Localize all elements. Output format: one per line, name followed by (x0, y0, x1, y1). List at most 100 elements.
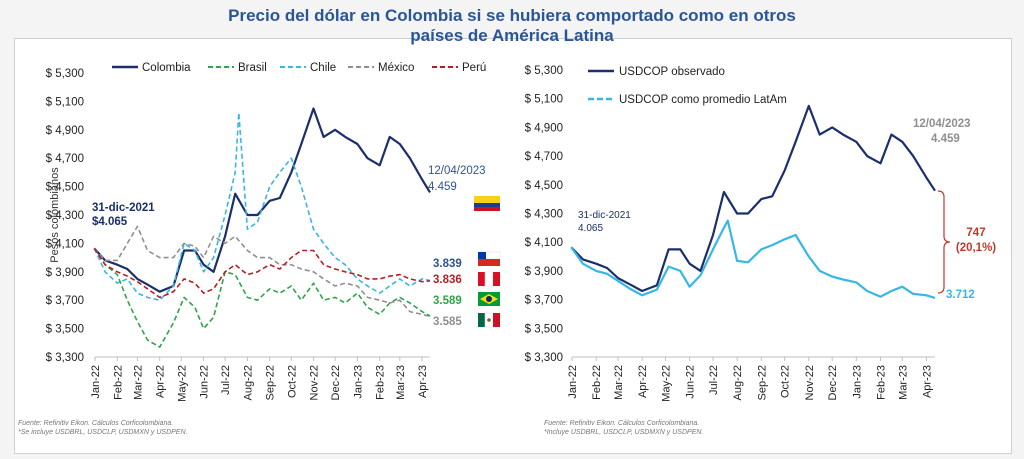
legend-label-chile: Chile (310, 62, 336, 74)
left-x-tick-label: Nov-22 (309, 365, 321, 400)
left-series-lines (93, 107, 431, 348)
left-y-tick-label: $ 4,900 (46, 125, 84, 137)
chart-frame (14, 38, 1012, 454)
left-y-tick-label: $ 4,300 (46, 210, 84, 222)
right-x-tick-label: Jul-22 (708, 365, 720, 395)
right-footnote-line-2: *Incluye USDBRL, USDCLP, USDMXN y USDPEN… (544, 429, 704, 436)
page-title: Precio del dólar en Colombia si se hubie… (0, 6, 1024, 46)
right-y-tick-label: $ 3,300 (525, 352, 563, 364)
right-x-tick-label: May-22 (660, 365, 672, 402)
right-latam-end-label: 3.712 (946, 289, 975, 301)
left-y-tick-label: $ 4,100 (46, 238, 84, 250)
left-x-tick-label: Feb-23 (375, 365, 387, 400)
right-legend: USDCOP observado USDCOP como promedio La… (588, 66, 787, 106)
right-x-tick-label: Nov-22 (804, 365, 816, 400)
right-x-tick-label: Sep-22 (756, 365, 768, 400)
mexico-flag-icon (478, 312, 500, 328)
right-y-tick-label: $ 4,700 (525, 151, 563, 163)
legend-item-chile: Chile (280, 62, 336, 74)
end-label-chile: 3.839 (433, 258, 462, 270)
end-label-mexico: 3.585 (433, 316, 462, 328)
series-line-mexico (93, 225, 431, 318)
left-legend: Colombia Brasil Chile México Perú (112, 62, 486, 74)
right-x-tick-label: Dec-22 (827, 365, 839, 400)
left-end-value-label: 4.459 (428, 181, 457, 193)
left-x-tick-label: Jan-22 (90, 365, 102, 399)
left-x-tick-label: Oct-22 (286, 365, 298, 398)
series-line-usdcop-observado (570, 104, 936, 293)
left-end-date-label: 12/04/2023 (428, 165, 486, 177)
left-footnote: Fuente: Refinitiv Eikon. Cálculos Corfic… (18, 419, 187, 437)
legend-item-mexico: México (348, 62, 414, 74)
left-x-tick-label: Jan-23 (352, 365, 364, 399)
legend-label-mexico: México (378, 62, 414, 74)
peru-flag-icon (478, 271, 500, 287)
right-y-tick-label: $ 3,500 (525, 323, 563, 335)
series-line-peru (93, 247, 431, 299)
right-y-tick-label: $ 4,300 (525, 209, 563, 221)
left-x-tick-label: May-22 (176, 365, 188, 402)
left-y-tick-label: $ 4,700 (46, 153, 84, 165)
right-x-tick-label: Apr-23 (921, 365, 933, 398)
difference-value-label: 747 (966, 227, 985, 239)
right-y-tick-label: $ 5,300 (525, 65, 563, 77)
right-x-tick-label: Feb-22 (591, 365, 603, 400)
title-line-2: países de América Latina (410, 26, 614, 45)
end-label-peru: 3.836 (433, 274, 462, 286)
left-y-axis: $ 3,300 $ 3,500 $ 3,700 $ 3,900 $ 4,100 $ 4,3… (46, 68, 84, 364)
left-x-tick-label: Jul-22 (220, 365, 232, 395)
right-y-tick-label: $ 3,700 (525, 295, 563, 307)
left-x-tick-label: Mar-23 (395, 365, 407, 400)
left-x-tick-label: Mar-22 (132, 365, 144, 400)
series-line-colombia (93, 107, 431, 293)
left-footnote-line-1: Fuente: Refinitiv Eikon. Cálculos Corfic… (18, 420, 174, 427)
chile-flag-icon (477, 251, 501, 266)
left-footnote-line-2: *Se incluye USDBRL, USDCLP, USDMXN y USD… (18, 429, 188, 436)
legend-label-usdcop-latam: USDCOP como promedio LatAm (619, 94, 787, 106)
right-y-tick-label: $ 3,900 (525, 266, 563, 278)
right-y-tick-label: $ 4,500 (525, 180, 563, 192)
right-x-tick-label: Jan-22 (567, 365, 579, 399)
right-end-date-label: 12/04/2023 (913, 118, 971, 130)
left-y-tick-label: $ 3,500 (46, 324, 84, 336)
right-x-tick-label: Apr-22 (637, 365, 649, 398)
legend-item-brasil: Brasil (208, 62, 267, 74)
right-series-lines (570, 104, 936, 299)
difference-pct-label: (20,1%) (956, 242, 996, 254)
right-footnote-line-1: Fuente: Refinitiv Eikon. Cálculos Corfic… (544, 420, 700, 427)
left-y-tick-label: $ 5,300 (46, 68, 84, 80)
left-start-value-label: $4.065 (92, 216, 128, 228)
right-x-tick-label: Jun-22 (685, 365, 697, 399)
left-x-tick-label: Sep-22 (265, 365, 277, 400)
legend-item-peru: Perú (432, 62, 486, 74)
right-x-tick-label: Feb-23 (875, 365, 887, 400)
legend-label-peru: Perú (462, 62, 486, 74)
left-x-tick-label: Aug-22 (242, 365, 254, 400)
left-x-tick-label: Apr-22 (155, 365, 167, 398)
right-x-tick-label: Mar-23 (897, 365, 909, 400)
legend-item-usdcop-observado: USDCOP observado (588, 66, 725, 78)
right-x-tick-label: Oct-22 (780, 365, 792, 398)
left-y-axis-label: Pesos colombianos (49, 167, 61, 263)
right-x-axis: Jan-22 Feb-22 Mar-22 Apr-22 May-22 Jun-22 Jul-… (567, 357, 933, 402)
difference-bracket (937, 190, 951, 294)
right-y-tick-label: $ 5,100 (525, 94, 563, 106)
left-x-tick-label: Feb-22 (112, 365, 124, 400)
right-start-date-label: 31-dic-2021 (578, 210, 631, 221)
right-chart: $ 3,300 $ 3,500 $ 3,700 $ 3,900 $ 4,100 $ 4,3… (525, 65, 997, 402)
series-line-brasil (93, 247, 431, 348)
left-x-axis: Jan-22 Feb-22 Mar-22 Apr-22 May-22 Jun-22 Jul-… (90, 357, 429, 402)
legend-label-brasil: Brasil (238, 62, 267, 74)
left-y-tick-label: $ 5,100 (46, 96, 84, 108)
title-line-1: Precio del dólar en Colombia si se hubie… (228, 6, 796, 25)
right-x-tick-label: Mar-22 (613, 365, 625, 400)
right-x-tick-label: Aug-22 (732, 365, 744, 400)
right-y-tick-label: $ 4,100 (525, 237, 563, 249)
series-line-chile (93, 112, 431, 302)
left-x-tick-label: Dec-22 (330, 365, 342, 400)
right-end-value-label: 4.459 (931, 133, 960, 145)
legend-item-colombia: Colombia (112, 62, 191, 74)
left-y-tick-label: $ 3,700 (46, 295, 84, 307)
right-x-tick-label: Jan-23 (851, 365, 863, 399)
